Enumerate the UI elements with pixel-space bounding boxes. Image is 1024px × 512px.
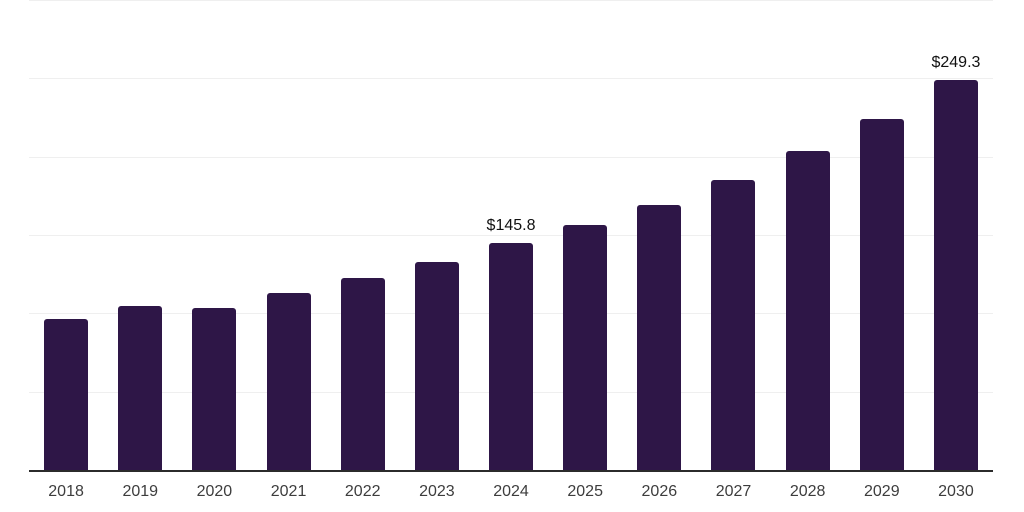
x-tick-label-2019: 2019 <box>122 483 159 500</box>
bar-slot-2022 <box>326 1 400 471</box>
bar-slot-2018 <box>29 1 103 471</box>
bar-slot-2023 <box>400 1 474 471</box>
data-label-2030: $249.3 <box>931 54 981 72</box>
bar-2019 <box>118 306 163 471</box>
bar-2018 <box>44 319 89 471</box>
x-tick-label-2028: 2028 <box>789 483 826 500</box>
bar-2030 <box>933 80 978 471</box>
bar-slot-2025 <box>548 1 622 471</box>
bar-2020 <box>192 308 237 471</box>
x-tick-label-2018: 2018 <box>48 483 84 500</box>
bar-slot-2020 <box>177 1 251 471</box>
bar-2028 <box>785 150 830 471</box>
bar-slot-2021 <box>251 1 325 471</box>
bar-2024 <box>489 242 534 471</box>
bar-slot-2029 <box>845 1 919 471</box>
bar-slot-2028 <box>771 1 845 471</box>
bar-slot-2024: $145.8 <box>474 1 548 471</box>
x-tick-label-2023: 2023 <box>419 483 455 500</box>
bar-slot-2030: $249.3 <box>919 1 993 471</box>
bar-slot-2019 <box>103 1 177 471</box>
bar-2022 <box>340 278 385 471</box>
x-tick-label-2021: 2021 <box>270 483 307 500</box>
bar-2026 <box>637 204 682 471</box>
bar-slot-2026 <box>622 1 696 471</box>
x-axis-line <box>29 470 993 472</box>
gridline-300 <box>29 0 993 1</box>
x-tick-label-2025: 2025 <box>567 483 603 500</box>
x-tick-label-2020: 2020 <box>196 483 233 500</box>
x-axis-tick-labels: 2018 2019 2020 2021 2022 2023 2024 2025 2026 2027… <box>29 482 993 502</box>
x-tick-label-2030: 2030 <box>938 483 974 500</box>
gridline-250 <box>29 78 993 80</box>
x-tick-label-2022: 2022 <box>344 483 381 500</box>
x-tick-label-2027: 2027 <box>715 483 752 500</box>
bar-2021 <box>266 293 311 471</box>
bar-2027 <box>711 179 756 471</box>
plot-area: $145.8 $249.3 <box>29 0 993 472</box>
gridline-200 <box>29 156 993 158</box>
bar-slot-2027 <box>696 1 770 471</box>
bar-2025 <box>563 224 608 471</box>
x-tick-label-2024: 2024 <box>493 483 529 500</box>
x-tick-label-2029: 2029 <box>864 483 900 500</box>
bars-layer: $145.8 $249.3 <box>29 1 993 471</box>
gridline-150 <box>29 235 993 236</box>
x-tick-label-2026: 2026 <box>641 483 678 500</box>
bar-2029 <box>859 118 904 471</box>
bar-2023 <box>414 262 459 471</box>
data-label-2024: $145.8 <box>486 216 536 234</box>
